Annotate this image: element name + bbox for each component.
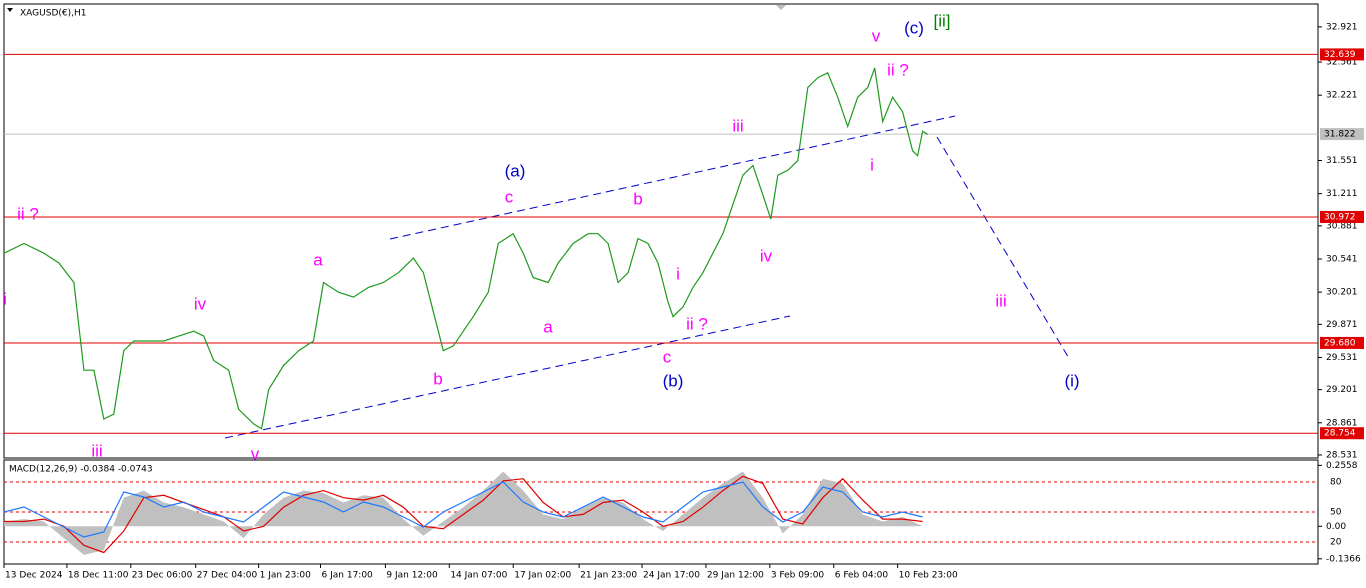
wave-label: b [433,369,442,388]
x-tick-label: 3 Feb 09:00 [771,571,825,581]
x-tick-label: 9 Jan 12:00 [386,571,438,581]
trend-lines [224,115,1071,439]
level-box [1320,210,1364,223]
y-tick-label: 0.2558 [1326,461,1358,471]
wave-label: iii [732,116,743,135]
macd-title: MACD(12,26,9) -0.0384 -0.0743 [9,465,153,475]
wave-label: (i) [1064,371,1079,390]
projection-line [936,136,1071,361]
wave-label: (a) [505,161,526,180]
wave-label: iv [760,246,773,265]
x-tick-label: 27 Dec 04:00 [197,571,258,581]
series-line [4,475,923,554]
x-tick-label: 1 Jan 23:00 [260,571,312,581]
y-tick-label: 31.211 [1326,189,1358,199]
wave-label: ii ? [686,314,708,333]
y-tick-label: 30.541 [1326,254,1358,264]
y-tick-label: 30.881 [1326,221,1358,231]
wave-label: iv [194,294,207,313]
y-tick-label: 0.00 [1326,522,1346,532]
y2-tick-label: 50 [1330,508,1342,518]
level-label: 30.972 [1324,212,1356,222]
y-tick-label: 29.871 [1326,320,1358,330]
y-tick-label: -0.1366 [1326,554,1361,564]
macd-histogram [4,471,923,555]
wave-label: c [505,187,514,206]
y-tick-label: 32.561 [1326,58,1358,68]
y-tick-label: 32.221 [1326,91,1358,101]
wave-label: (c) [904,18,924,37]
price-panel [3,3,1319,459]
x-tick-label: 6 Jan 17:00 [322,571,374,581]
level-box [1320,336,1364,349]
y-tick-label: 29.531 [1326,353,1358,363]
wave-label: a [313,250,323,269]
x-tick-label: 21 Jan 23:00 [580,571,637,581]
wave-label: i [3,289,7,308]
y2-tick-label: 80 [1330,478,1342,488]
wave-label: iii [91,441,102,460]
wave-label: [ii] [934,11,951,30]
wave-label: ii ? [887,60,909,79]
shift-marker [776,5,786,10]
x-tick-label: 6 Feb 04:00 [835,571,889,581]
x-tick-label: 10 Feb 23:00 [899,571,958,581]
channel-lower [224,315,791,439]
wave-label: iii [995,291,1006,310]
y-tick-label: 28.531 [1326,450,1358,460]
y-tick-label: 29.201 [1326,385,1358,395]
wave-label: c [663,347,672,366]
last-price-label: 31.822 [1324,130,1356,140]
level-label: 29.680 [1324,338,1356,348]
y-tick-label: 30.201 [1326,288,1358,298]
wave-label: a [543,317,553,336]
x-tick-label: 29 Jan 12:00 [707,571,764,581]
x-tick-label: 13 Dec 2024 [5,571,63,581]
wave-label: v [251,444,260,463]
x-tick-label: 14 Jan 07:00 [450,571,507,581]
channel-upper [389,115,956,240]
x-tick-label: 23 Dec 06:00 [132,571,193,581]
wave-label: i [676,264,680,283]
level-box [1320,48,1364,61]
level-label: 32.639 [1324,50,1356,60]
y-tick-label: 28.861 [1326,418,1358,428]
wave-label: ii ? [17,204,39,223]
y-tick-label: 32.921 [1326,22,1358,32]
chart-title: XAGUSD(€),H1 [20,9,86,19]
level-box [1320,427,1364,440]
last-price-box [1320,128,1364,141]
level-label: 28.754 [1324,429,1356,439]
y2-tick-label: 20 [1330,538,1342,548]
x-tick-label: 24 Jan 17:00 [643,571,700,581]
y-tick-label: 31.551 [1326,156,1358,166]
wave-label: v [872,26,881,45]
menu-arrow[interactable] [7,8,13,12]
wave-label: (b) [663,371,684,390]
x-tick-label: 18 Dec 11:00 [68,571,129,581]
series-line [3,67,928,430]
wave-label: i [870,155,874,174]
wave-label: b [633,189,642,208]
series-line [3,481,923,538]
x-tick-label: 17 Jan 02:00 [514,571,571,581]
